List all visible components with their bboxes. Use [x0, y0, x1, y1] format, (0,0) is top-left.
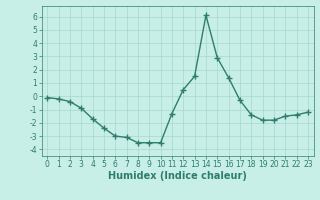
X-axis label: Humidex (Indice chaleur): Humidex (Indice chaleur) [108, 171, 247, 181]
